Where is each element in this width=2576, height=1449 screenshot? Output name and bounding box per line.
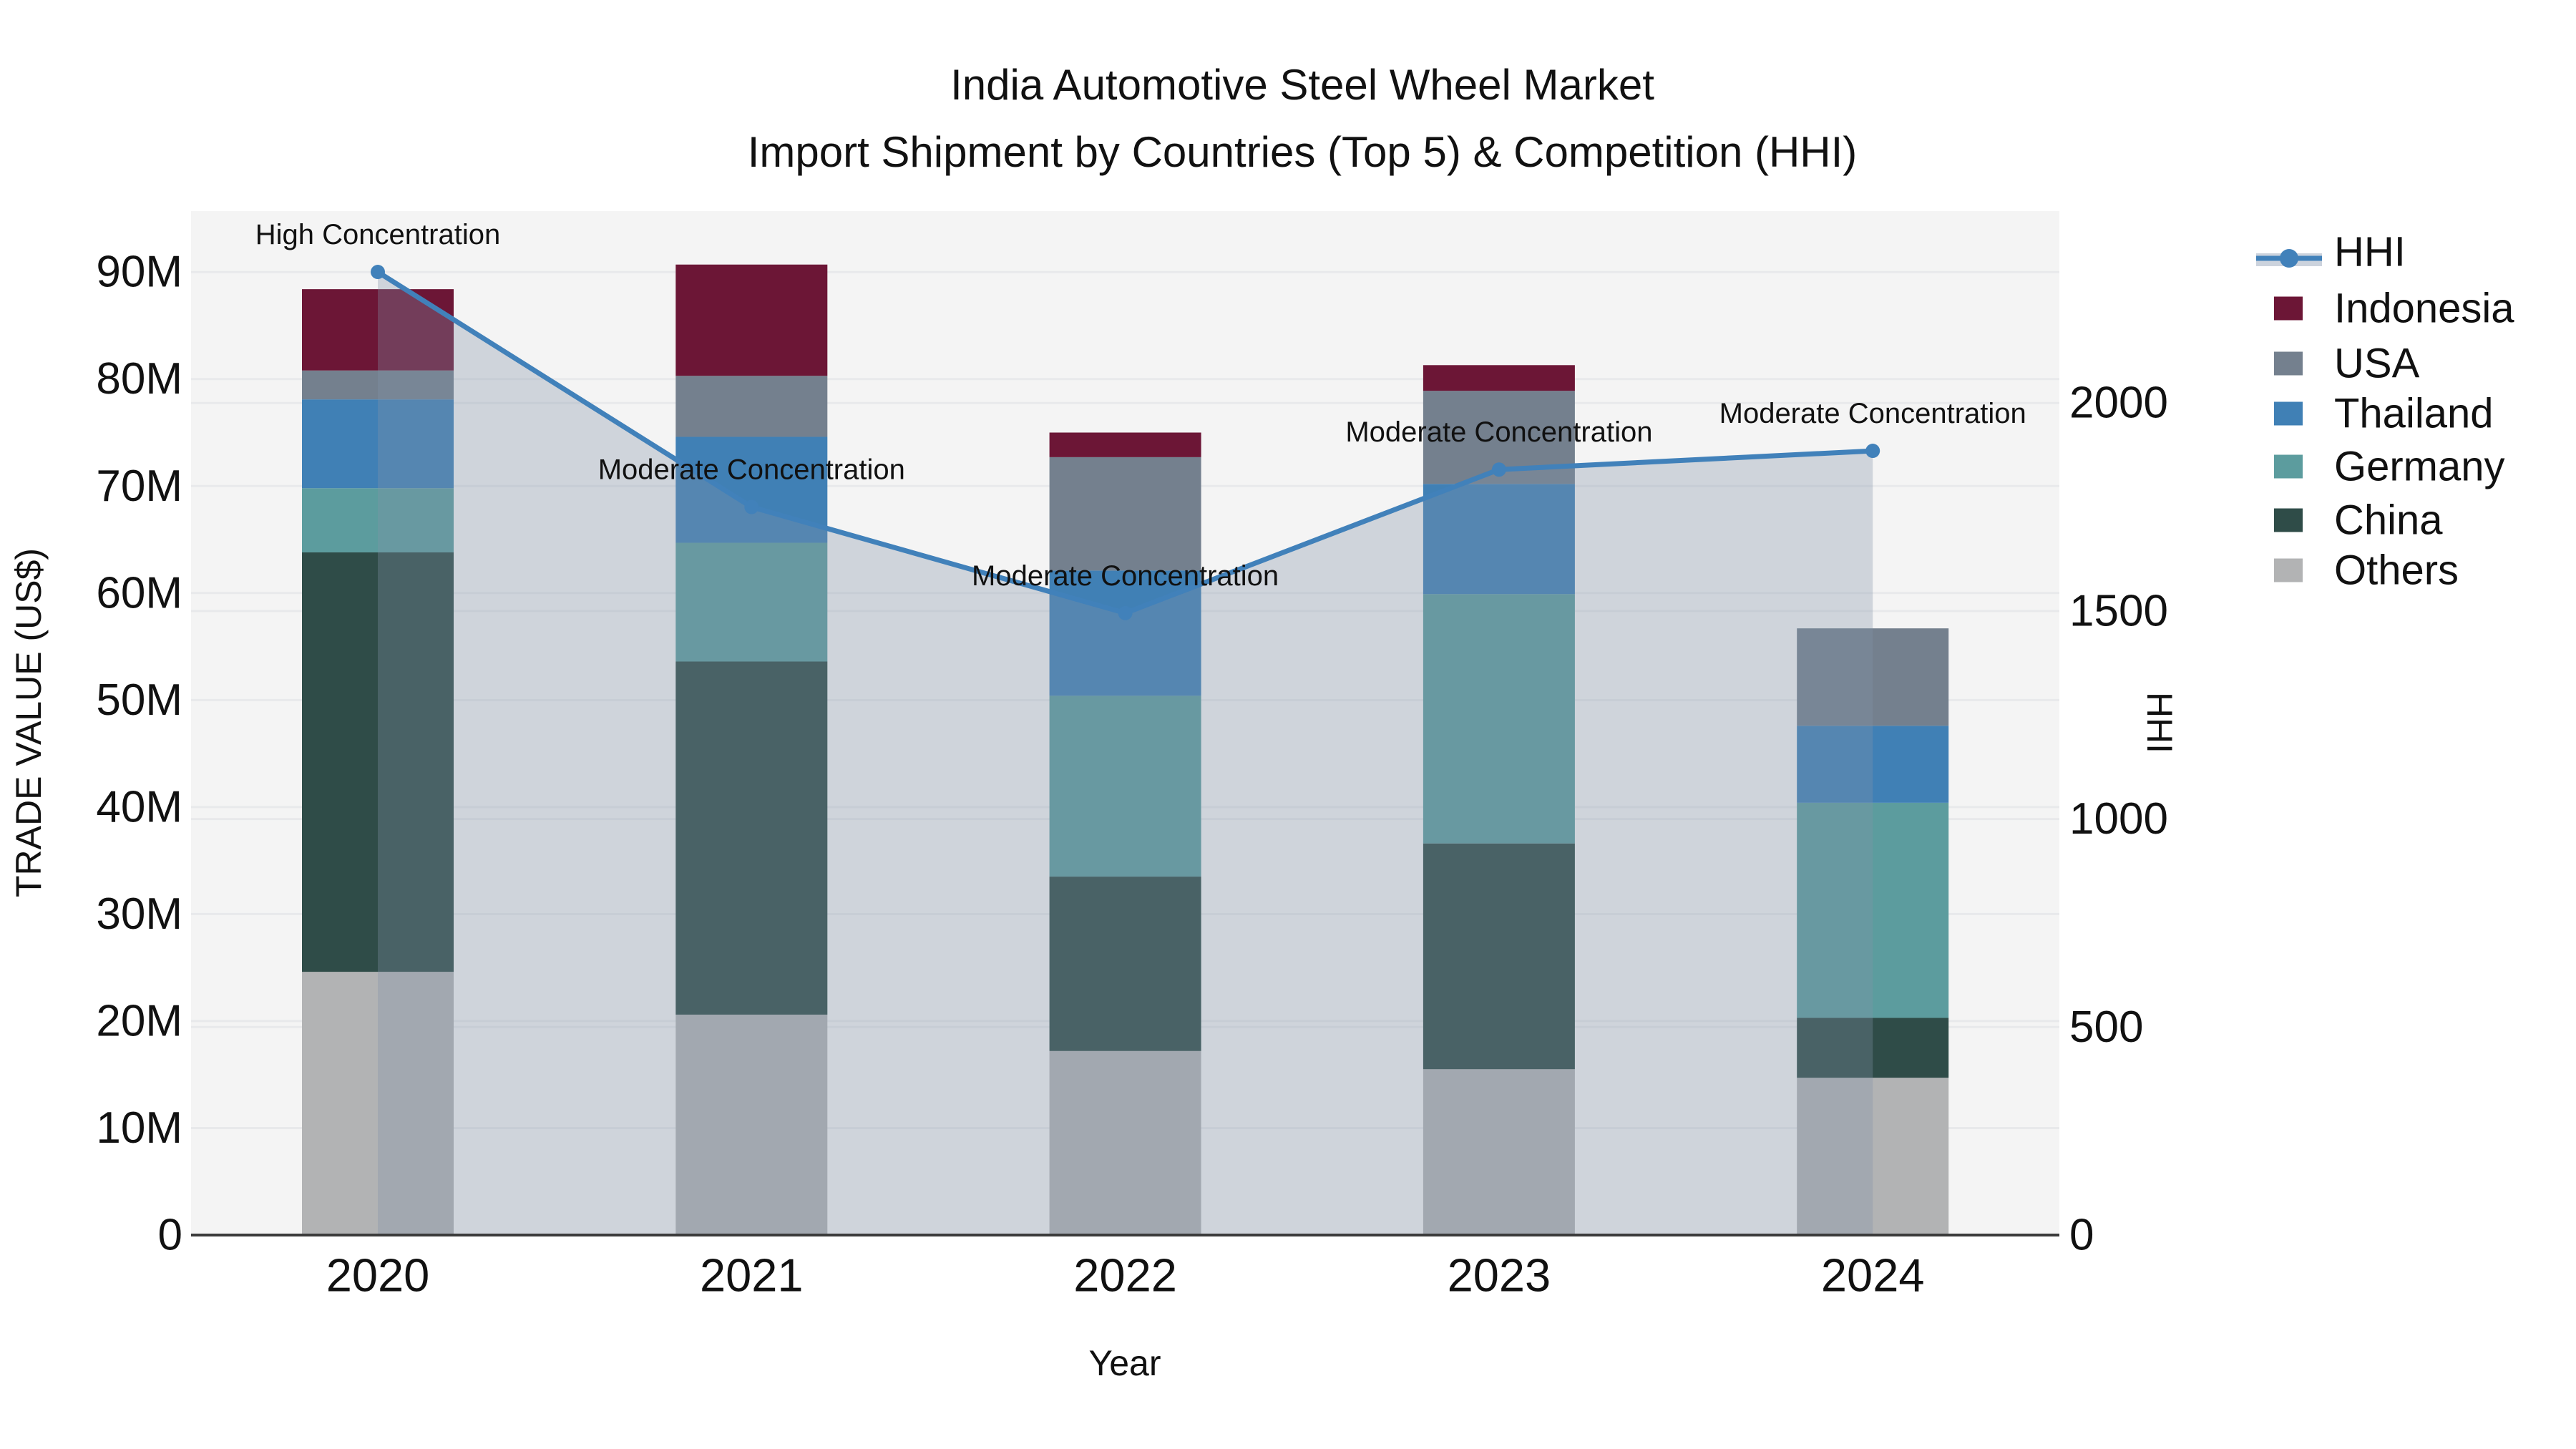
y-tick-left-0: 0: [158, 1211, 182, 1260]
legend-swatch-germany: [2274, 454, 2303, 479]
legend-item-thailand: Thailand: [2274, 391, 2493, 437]
bar-segment-germany-2024: [1797, 802, 1949, 1018]
legend-label-germany: Germany: [2334, 444, 2505, 490]
bar-segment-others-2023: [1423, 1069, 1575, 1235]
x-tick-2023: 2023: [1448, 1249, 1551, 1302]
y-axis-title-left: TRADE VALUE (US$): [9, 548, 49, 897]
bar-segment-thailand-2024: [1797, 726, 1949, 803]
bar-segment-china-2020: [302, 552, 454, 972]
hhi-marker-2023: [1491, 462, 1506, 477]
bar-segment-indonesia-2023: [1423, 365, 1575, 391]
legend-swatch-thailand: [2274, 401, 2303, 426]
legend-item-china: China: [2274, 497, 2443, 544]
legend-item-others: Others: [2274, 547, 2459, 594]
annotation-2020: High Concentration: [255, 219, 500, 250]
legend-label-indonesia: Indonesia: [2334, 286, 2514, 332]
y-tick-left-70M: 70M: [96, 462, 182, 511]
legend-item-usa: USA: [2274, 341, 2420, 387]
bar-segment-germany-2023: [1423, 594, 1575, 844]
hhi-legend-marker-icon: [2280, 249, 2298, 268]
legend-label-china: China: [2334, 497, 2443, 544]
bar-segment-indonesia-2021: [675, 264, 828, 376]
x-tick-2024: 2024: [1821, 1249, 1925, 1302]
bar-segment-china-2022: [1049, 877, 1201, 1051]
legend-swatch-china: [2274, 508, 2303, 532]
hhi-marker-2022: [1118, 605, 1133, 620]
bar-segment-china-2021: [675, 661, 828, 1015]
y-tick-left-40M: 40M: [96, 782, 182, 831]
y-tick-left-20M: 20M: [96, 996, 182, 1045]
y-tick-left-10M: 10M: [96, 1103, 182, 1153]
legend-label-hhi: HHI: [2334, 229, 2406, 275]
x-tick-2020: 2020: [326, 1249, 430, 1302]
y-tick-right-1000: 1000: [2069, 794, 2168, 844]
bar-segment-indonesia-2022: [1049, 432, 1201, 457]
chart-title-line1: India Automotive Steel Wheel Market: [950, 61, 1654, 109]
y-tick-left-60M: 60M: [96, 568, 182, 618]
bar-segment-others-2024: [1797, 1078, 1949, 1235]
y-tick-left-90M: 90M: [96, 248, 182, 297]
legend-label-usa: USA: [2334, 341, 2420, 387]
bar-segment-usa-2021: [675, 376, 828, 437]
legend-swatch-others: [2274, 558, 2303, 582]
bar-segment-thailand-2023: [1423, 484, 1575, 595]
bar-segment-others-2021: [675, 1014, 828, 1235]
bar-segment-germany-2021: [675, 542, 828, 662]
bar-segment-usa-2020: [302, 370, 454, 400]
bar-segment-usa-2024: [1797, 628, 1949, 726]
legend-swatch-indonesia: [2274, 296, 2303, 321]
annotation-2022: Moderate Concentration: [972, 560, 1279, 592]
annotation-2023: Moderate Concentration: [1345, 416, 1652, 448]
legend-label-thailand: Thailand: [2334, 391, 2493, 437]
x-axis-title: Year: [1088, 1343, 1161, 1383]
bar-segment-thailand-2021: [675, 436, 828, 543]
bar-segment-germany-2020: [302, 488, 454, 552]
bar-segment-thailand-2020: [302, 399, 454, 489]
x-tick-2022: 2022: [1073, 1249, 1177, 1302]
bar-segment-china-2024: [1797, 1018, 1949, 1078]
legend-item-germany: Germany: [2274, 444, 2505, 490]
legend-swatch-usa: [2274, 351, 2303, 376]
x-tick-2021: 2021: [700, 1249, 804, 1302]
bar-segment-others-2022: [1049, 1050, 1201, 1235]
legend-label-others: Others: [2334, 547, 2459, 594]
bar-segment-others-2020: [302, 972, 454, 1235]
y-tick-right-500: 500: [2069, 1002, 2143, 1052]
y-tick-left-50M: 50M: [96, 675, 182, 725]
chart-title-line2: Import Shipment by Countries (Top 5) & C…: [747, 128, 1858, 176]
y-axis-title-right: HHI: [2140, 692, 2180, 753]
hhi-marker-2024: [1865, 444, 1880, 459]
y-tick-right-1500: 1500: [2069, 586, 2168, 635]
hhi-marker-2020: [371, 265, 385, 280]
legend-item-indonesia: Indonesia: [2274, 286, 2514, 332]
annotation-2021: Moderate Concentration: [598, 454, 905, 486]
legend-item-hhi: HHI: [2256, 229, 2406, 275]
y-tick-left-30M: 30M: [96, 889, 182, 939]
hhi-marker-2021: [744, 499, 759, 514]
annotation-2024: Moderate Concentration: [1719, 398, 2026, 429]
y-tick-right-0: 0: [2069, 1211, 2094, 1260]
bar-segment-china-2023: [1423, 843, 1575, 1070]
bar-segment-germany-2022: [1049, 696, 1201, 877]
bar-segment-usa-2022: [1049, 457, 1201, 571]
y-tick-right-2000: 2000: [2069, 379, 2168, 428]
y-tick-left-80M: 80M: [96, 354, 182, 404]
